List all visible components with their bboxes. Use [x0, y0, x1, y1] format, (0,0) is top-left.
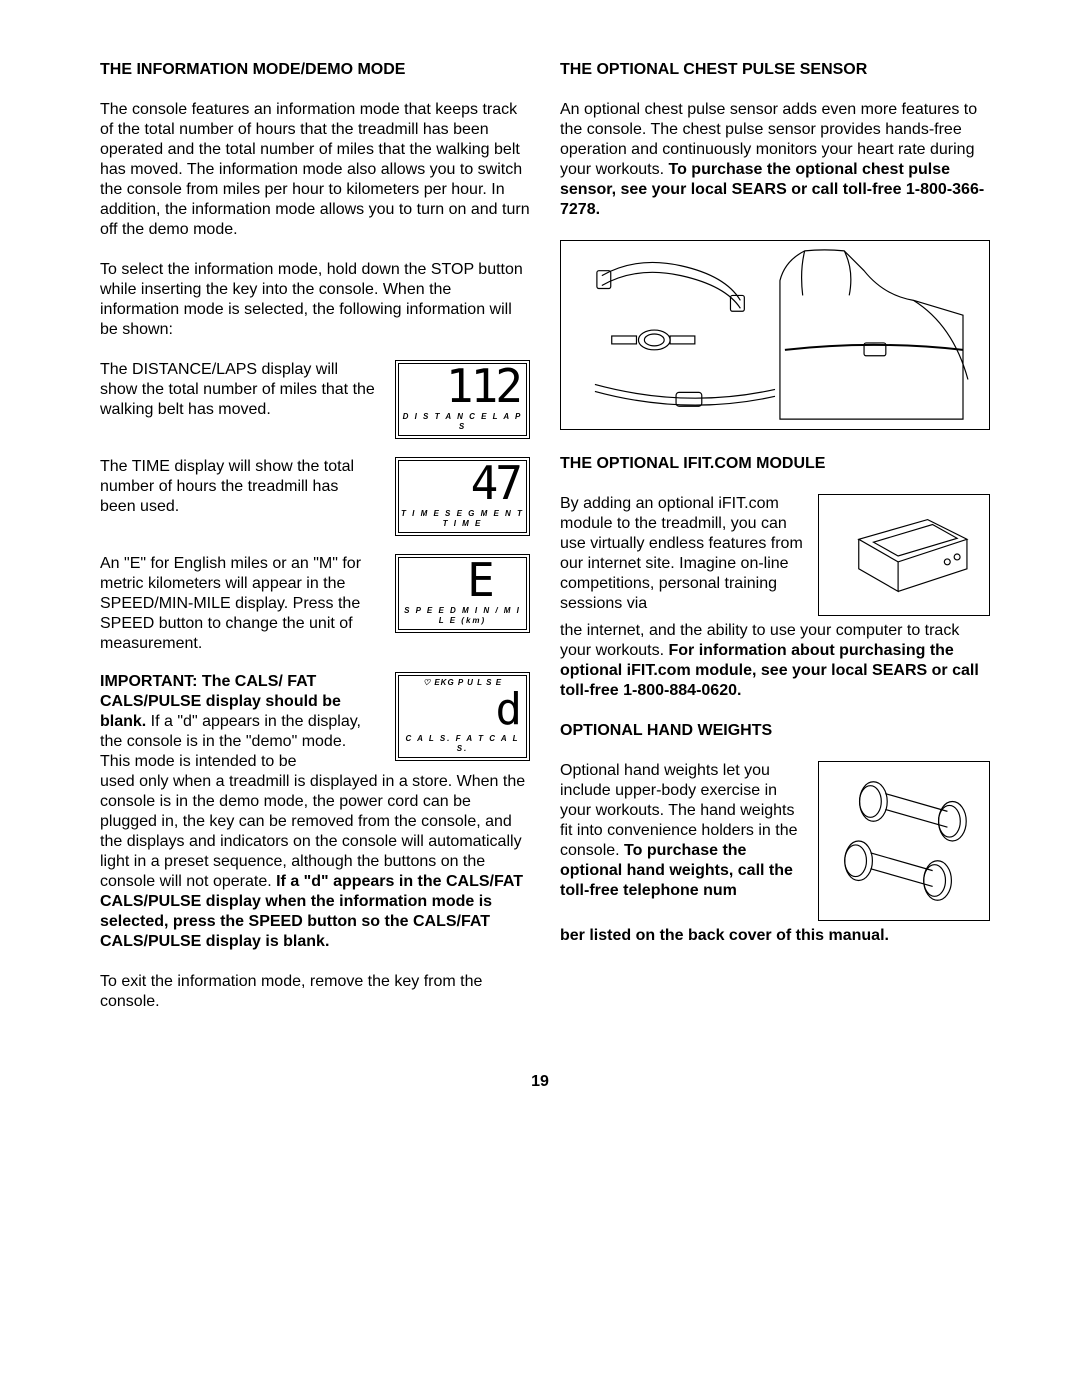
weights-heading: OPTIONAL HAND WEIGHTS — [560, 721, 990, 741]
ifit-module-illustration — [818, 494, 990, 616]
ifit-p-b: the internet, and the ability to use you… — [560, 621, 990, 701]
page-number: 19 — [0, 1072, 1080, 1122]
right-column: THE OPTIONAL CHEST PULSE SENSOR An optio… — [560, 60, 990, 1032]
cals-value: d — [399, 688, 526, 732]
time-row: The TIME display will show the total num… — [100, 457, 530, 536]
speed-value: E — [399, 558, 526, 604]
left-p2: To select the information mode, hold dow… — [100, 260, 530, 340]
left-column: THE INFORMATION MODE/DEMO MODE The conso… — [100, 60, 530, 1032]
cals-digits: d — [496, 688, 521, 730]
chest-paragraph: An optional chest pulse sensor adds even… — [560, 100, 990, 220]
left-heading: THE INFORMATION MODE/DEMO MODE — [100, 60, 530, 80]
left-p3: To exit the information mode, remove the… — [100, 972, 530, 1012]
speed-label: S P E E D M I N / M I L E (km) — [399, 604, 526, 629]
time-digits: 47 — [471, 461, 521, 505]
time-lcd: 47 T I M E S E G M E N T T I M E — [395, 457, 530, 536]
distance-value: 112 — [399, 364, 526, 410]
cals-label: C A L S. F A T C A L S. — [399, 732, 526, 757]
weights-after: ber listed on the back cover of this man… — [560, 926, 990, 946]
time-value: 47 — [399, 461, 526, 507]
chest-heading: THE OPTIONAL CHEST PULSE SENSOR — [560, 60, 990, 80]
cals-lcd: ♡ EKG P U L S E d C A L S. F A T C A L S… — [395, 672, 530, 761]
distance-label: D I S T A N C E L A P S — [399, 410, 526, 435]
distance-digits: 112 — [446, 364, 520, 408]
manual-page: THE INFORMATION MODE/DEMO MODE The conso… — [0, 0, 1080, 1072]
speed-row: An "E" for English miles or an "M" for m… — [100, 554, 530, 654]
chest-sensor-illustration — [560, 240, 990, 430]
speed-digits: E — [467, 558, 493, 602]
cals-row: IMPORTANT: The CALS/ FAT CALS/PULSE disp… — [100, 672, 530, 772]
distance-row: The DISTANCE/LAPS display will show the … — [100, 360, 530, 439]
time-text: The TIME display will show the total num… — [100, 457, 375, 517]
cals-text: IMPORTANT: The CALS/ FAT CALS/PULSE disp… — [100, 672, 375, 772]
distance-lcd: 112 D I S T A N C E L A P S — [395, 360, 530, 439]
time-label: T I M E S E G M E N T T I M E — [399, 507, 526, 532]
ifit-heading: THE OPTIONAL IFIT.COM MODULE — [560, 454, 990, 474]
left-p1: The console features an information mode… — [100, 100, 530, 240]
speed-text: An "E" for English miles or an "M" for m… — [100, 554, 375, 654]
hand-weights-illustration — [818, 761, 990, 921]
speed-lcd: E S P E E D M I N / M I L E (km) — [395, 554, 530, 633]
pulse-label-top: ♡ EKG P U L S E — [399, 676, 526, 688]
demo-paragraph: used only when a treadmill is displayed … — [100, 772, 530, 952]
distance-text: The DISTANCE/LAPS display will show the … — [100, 360, 375, 420]
